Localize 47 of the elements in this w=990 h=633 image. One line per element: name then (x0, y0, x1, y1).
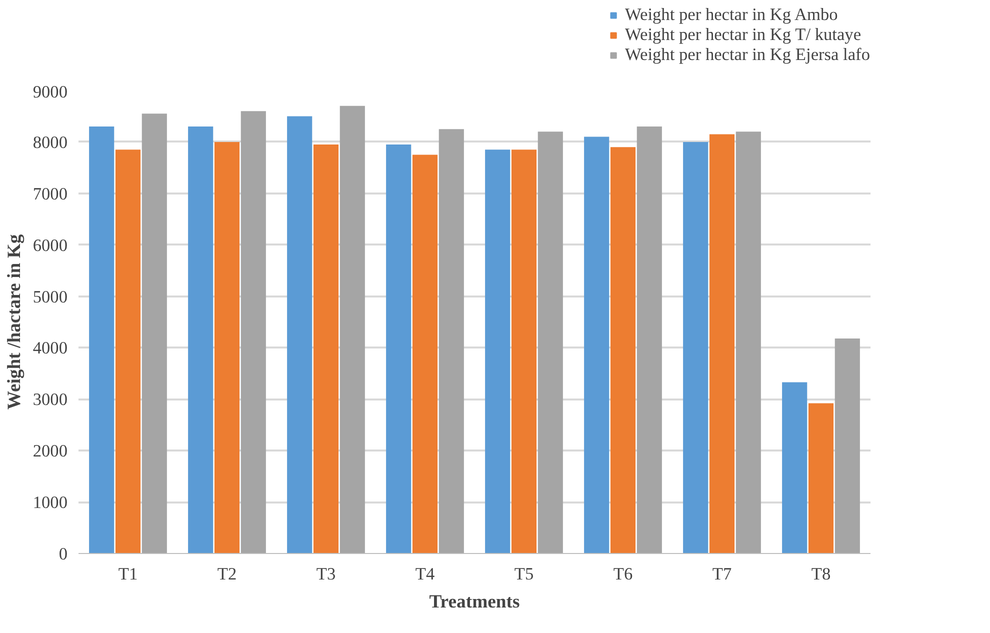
y-tick-label: 6000 (32, 236, 68, 255)
y-tick-label: 1000 (32, 493, 68, 512)
y-tick-label: 0 (58, 544, 68, 564)
y-tick-label: 7000 (32, 184, 68, 204)
legend-label: Weight per hectar in Kg Ejersa lafo (625, 45, 870, 65)
bar (610, 147, 636, 554)
legend-label: Weight per hectar in Kg Ambo (625, 5, 838, 25)
y-tick-label: 5000 (32, 287, 68, 306)
y-tick-label: 9000 (32, 82, 68, 102)
x-tick-label: T4 (415, 564, 435, 584)
bar (142, 114, 167, 554)
bar (287, 116, 312, 554)
x-tick-label: T6 (613, 564, 633, 584)
legend-label: Weight per hectar in Kg T/ kutaye (625, 25, 862, 45)
bar (736, 132, 761, 554)
bar (240, 111, 266, 554)
x-tick-label: T8 (811, 564, 831, 584)
x-tick-label: T2 (217, 564, 237, 584)
bar (485, 150, 510, 554)
bar (115, 150, 141, 554)
y-tick-label: 8000 (32, 132, 68, 152)
x-tick-label: T3 (316, 564, 336, 584)
bar (782, 382, 808, 554)
x-tick-label: T1 (118, 564, 138, 584)
bar (808, 403, 834, 554)
y-tick-label: 2000 (32, 442, 68, 461)
x-axis-title: Treatments (429, 592, 520, 612)
x-tick-label: T5 (514, 564, 534, 584)
bar (313, 144, 339, 554)
bar (538, 132, 563, 554)
y-axis-title: Weight /hactare in Kg (4, 234, 25, 410)
y-tick-label: 4000 (32, 338, 68, 358)
bar (340, 106, 365, 554)
bar (584, 136, 610, 554)
bar (188, 126, 214, 554)
bar (636, 126, 662, 554)
bar (438, 129, 464, 554)
bar (683, 142, 708, 554)
y-tick-label: 3000 (32, 390, 68, 410)
bar (412, 154, 438, 554)
bar (511, 150, 537, 554)
bar (214, 142, 240, 554)
bar (386, 144, 412, 554)
bar (709, 134, 735, 554)
x-tick-label: T7 (712, 564, 732, 584)
bar (834, 338, 860, 554)
bar (89, 126, 114, 554)
